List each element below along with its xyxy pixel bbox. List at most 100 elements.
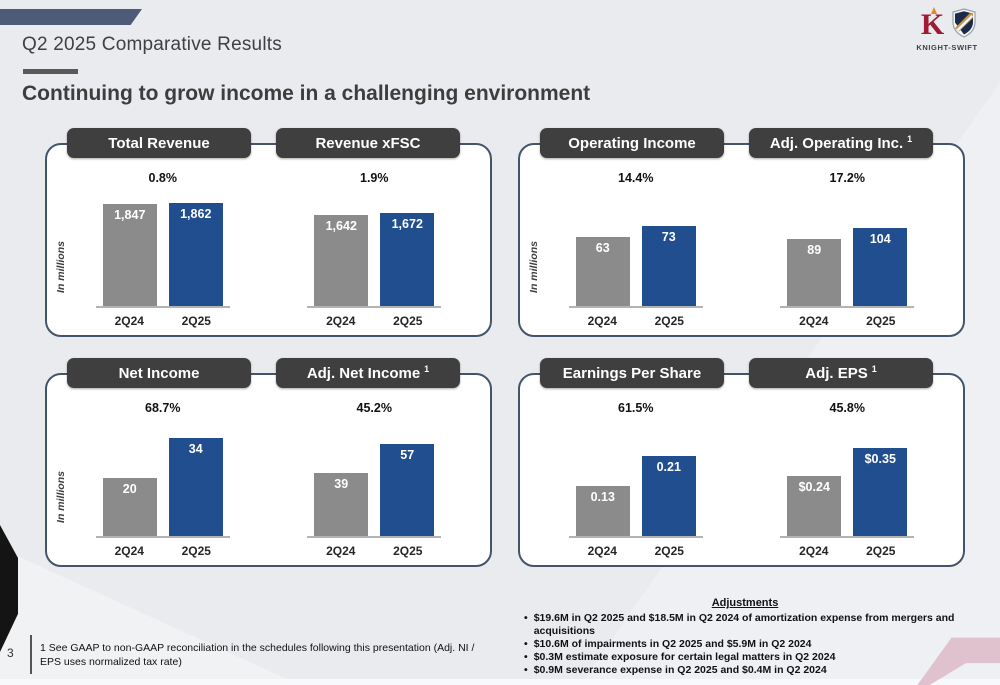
title-accent-bar xyxy=(23,69,78,74)
panel-body: In millions 68.7% 20 34 2Q24 2Q25 45.2% … xyxy=(45,373,492,567)
footnote-superscript: 1 xyxy=(907,134,913,144)
bar-2q25: $0.35 xyxy=(853,448,908,536)
top-accent-band xyxy=(0,9,142,25)
bar-2q24: 63 xyxy=(575,237,630,306)
axis-baseline xyxy=(307,536,442,538)
bar-chart: 68.7% 20 34 2Q24 2Q25 xyxy=(57,375,269,565)
bar-value-label: 73 xyxy=(661,230,676,244)
growth-label: 68.7% xyxy=(145,401,181,415)
growth-label: 17.2% xyxy=(829,171,865,185)
axis-baseline xyxy=(780,536,915,538)
axis-unit-label: In millions xyxy=(528,241,540,293)
panel-tab: Adj. Net Income 1 xyxy=(276,358,460,388)
panel-tab: Revenue xFSC xyxy=(276,128,460,158)
tab-label: Earnings Per Share xyxy=(562,364,702,382)
bar-chart: 61.5% 0.13 0.21 2Q24 2Q25 xyxy=(530,375,742,565)
bar-2q24: 0.13 xyxy=(575,486,630,536)
growth-label: 14.4% xyxy=(618,171,654,185)
panel-tabs: Earnings Per Share Adj. EPS 1 xyxy=(540,358,965,388)
tab-label: Total Revenue xyxy=(108,134,210,152)
bar-2q24: 1,847 xyxy=(102,204,157,306)
category-label: 2Q25 xyxy=(654,544,684,558)
panel-tab: Net Income xyxy=(67,358,251,388)
panel-tab: Earnings Per Share xyxy=(540,358,724,388)
bar-2q25: 1,862 xyxy=(168,203,223,306)
category-labels: 2Q24 2Q25 xyxy=(569,544,703,558)
bar-value-label: 57 xyxy=(400,448,415,462)
bottom-strip xyxy=(0,679,1000,685)
category-label: 2Q24 xyxy=(587,314,617,328)
growth-label: 45.8% xyxy=(829,401,865,415)
category-label: 2Q25 xyxy=(654,314,684,328)
slide-subtitle: Continuing to grow income in a challengi… xyxy=(22,82,591,105)
adjustment-item: $10.6M of impairments in Q2 2025 and $5.… xyxy=(520,638,970,651)
bar-chart: 14.4% 63 73 2Q24 2Q25 xyxy=(530,145,742,335)
bar-value-label: 1,642 xyxy=(325,219,357,233)
axis-baseline xyxy=(95,536,230,538)
bar-value-label: 104 xyxy=(869,232,891,246)
tab-label: Revenue xFSC xyxy=(315,134,421,152)
bar-value-label: 1,847 xyxy=(114,208,146,222)
category-label: 2Q25 xyxy=(866,544,896,558)
bar-value-label: 39 xyxy=(334,477,349,491)
page-title: Q2 2025 Comparative Results xyxy=(22,34,282,55)
tab-label: Adj. EPS xyxy=(805,364,868,382)
adjustments-title: Adjustments xyxy=(711,597,779,609)
bar-2q25: 73 xyxy=(641,226,696,306)
category-labels: 2Q24 2Q25 xyxy=(569,314,703,328)
panel-body: In millions 14.4% 63 73 2Q24 2Q25 17.2% … xyxy=(518,143,965,337)
adjustment-item: $0.3M estimate exposure for certain lega… xyxy=(520,651,970,664)
panel-tabs: Operating Income Adj. Operating Inc. 1 xyxy=(540,128,965,158)
category-labels: 2Q24 2Q25 xyxy=(96,544,230,558)
growth-label: 61.5% xyxy=(618,401,654,415)
growth-label: 0.8% xyxy=(148,171,178,185)
chart-panel: Operating Income Adj. Operating Inc. 1 In… xyxy=(518,128,965,337)
adjustment-item: $19.6M in Q2 2025 and $18.5M in Q2 2024 … xyxy=(520,612,970,638)
brand-name: KNIGHT-SWIFT xyxy=(916,43,978,52)
category-label: 2Q25 xyxy=(181,314,211,328)
chart-panel: Earnings Per Share Adj. EPS 1 61.5% 0.13 … xyxy=(518,358,965,567)
bar-chart: 1.9% 1,642 1,672 2Q24 2Q25 xyxy=(269,145,481,335)
panel-tab: Operating Income xyxy=(540,128,724,158)
bars: 1,642 1,672 xyxy=(314,193,435,306)
footer-divider xyxy=(30,635,32,674)
axis-unit-label: In millions xyxy=(55,241,67,293)
footnote-superscript: 1 xyxy=(424,364,430,374)
bar-2q25: 57 xyxy=(380,444,435,536)
bar-2q25: 34 xyxy=(168,438,223,536)
bar-value-label: $0.35 xyxy=(864,452,896,466)
category-label: 2Q25 xyxy=(393,544,423,558)
panel-tabs: Net Income Adj. Net Income 1 xyxy=(67,358,492,388)
bars: 63 73 xyxy=(575,193,696,306)
panel-tabs: Total Revenue Revenue xFSC xyxy=(67,128,492,158)
bar-value-label: 1,672 xyxy=(391,217,423,231)
bar-value-label: $0.24 xyxy=(798,480,830,494)
bar-2q24: 89 xyxy=(787,239,842,306)
axis-baseline xyxy=(780,306,915,308)
category-label: 2Q24 xyxy=(799,314,829,328)
flame-icon xyxy=(930,7,937,14)
bars: 39 57 xyxy=(314,423,435,536)
axis-baseline xyxy=(307,306,442,308)
bar-2q24: 1,642 xyxy=(314,215,369,306)
category-labels: 2Q24 2Q25 xyxy=(307,544,441,558)
category-label: 2Q24 xyxy=(587,544,617,558)
category-labels: 2Q24 2Q25 xyxy=(307,314,441,328)
bars: 89 104 xyxy=(787,193,908,306)
category-label: 2Q24 xyxy=(326,314,356,328)
bar-chart: 45.2% 39 57 2Q24 2Q25 xyxy=(269,375,481,565)
panel-body: 61.5% 0.13 0.21 2Q24 2Q25 45.8% $0.24 $0… xyxy=(518,373,965,567)
bar-chart: 45.8% $0.24 $0.35 2Q24 2Q25 xyxy=(742,375,954,565)
axis-baseline xyxy=(95,306,230,308)
panel-tab: Adj. EPS 1 xyxy=(749,358,933,388)
tab-label: Net Income xyxy=(118,364,200,382)
axis-baseline xyxy=(568,306,703,308)
bars: 20 34 xyxy=(102,423,223,536)
bar-value-label: 63 xyxy=(595,241,610,255)
bar-value-label: 1,862 xyxy=(180,207,212,221)
adjustment-item: $0.9M severance expense in Q2 2025 and $… xyxy=(520,664,970,677)
category-label: 2Q24 xyxy=(114,544,144,558)
category-labels: 2Q24 2Q25 xyxy=(96,314,230,328)
bar-value-label: 89 xyxy=(807,243,822,257)
